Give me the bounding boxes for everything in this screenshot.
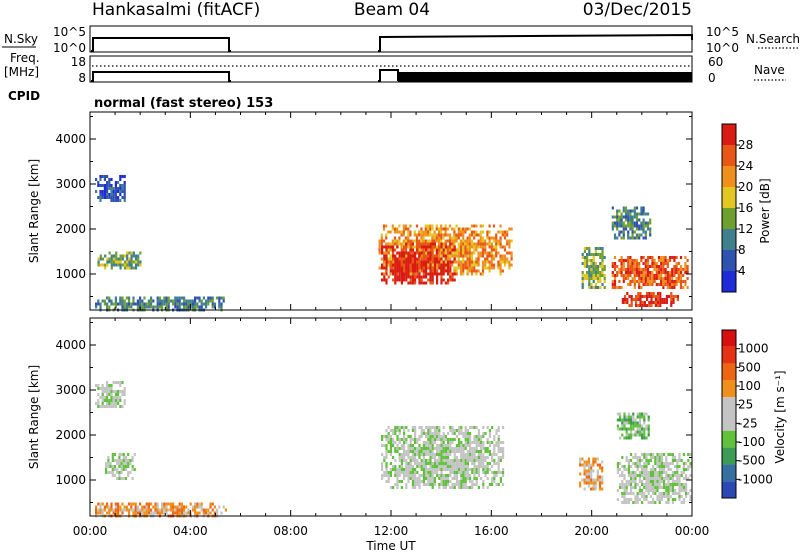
velocity-colorbar-segment-4 bbox=[722, 397, 736, 414]
nsearch-tick-bottom: 10^0 bbox=[706, 41, 739, 55]
time-tick-label-1: 04:00 bbox=[173, 524, 208, 538]
power-panel-frame bbox=[89, 111, 693, 311]
velocity-region-1 bbox=[105, 453, 136, 480]
velocity-ytick-label-2: 2000 bbox=[55, 428, 86, 442]
cpid-label: CPID bbox=[8, 89, 40, 103]
nsky-label: N.Sky bbox=[4, 32, 38, 46]
power-colorbar-segment-2 bbox=[722, 166, 736, 187]
nsky-tick-bottom: 10^0 bbox=[53, 41, 86, 55]
velocity-ytick-label-0: 4000 bbox=[55, 338, 86, 352]
time-tick-label-0: 00:00 bbox=[73, 524, 108, 538]
velocity-ytick-label-3: 1000 bbox=[55, 473, 86, 487]
power-colorbar-segment-3 bbox=[722, 187, 736, 208]
velocity-colorbar-tick-0: 1000 bbox=[738, 342, 769, 356]
freq-trace-early bbox=[91, 71, 231, 82]
velocity-colorbar: 1000 500 100 25 -25 -100 -500 -1000 bbox=[721, 329, 773, 499]
power-colorbar-segment-0 bbox=[722, 124, 736, 145]
velocity-ylabel: Slant Range [km] bbox=[27, 365, 41, 469]
velocity-colorbar-segment-5 bbox=[722, 414, 736, 431]
velocity-region-0 bbox=[95, 381, 126, 408]
nave-filled-trace bbox=[398, 72, 692, 82]
velocity-colorbar-tick-2: 100 bbox=[738, 379, 761, 393]
nsearch-label: N.Search bbox=[746, 32, 800, 46]
velocity-heatmap bbox=[95, 381, 692, 518]
power-region-5 bbox=[581, 247, 606, 289]
freq-panel-frame bbox=[89, 55, 693, 83]
freq-tick-bottom: 8 bbox=[78, 71, 86, 85]
power-colorbar-tick-0: 28 bbox=[738, 138, 753, 152]
velocity-colorbar-label: Velocity [m s⁻¹] bbox=[773, 370, 787, 463]
velocity-colorbar-tick-3: 25 bbox=[738, 398, 753, 412]
freq-trace-late bbox=[378, 69, 399, 82]
power-region-1 bbox=[97, 251, 142, 270]
velocity-colorbar-segment-7 bbox=[722, 447, 736, 465]
beam-title: Beam 04 bbox=[354, 0, 430, 20]
power-colorbar-tick-3: 16 bbox=[738, 201, 753, 215]
velocity-colorbar-segment-9 bbox=[722, 481, 736, 498]
velocity-colorbar-segment-3 bbox=[722, 380, 736, 398]
velocity-colorbar-tick-7: -1000 bbox=[738, 472, 773, 486]
nave-label: Nave bbox=[754, 63, 785, 77]
velocity-colorbar-tick-1: 500 bbox=[738, 360, 761, 374]
velocity-region-3 bbox=[381, 426, 505, 489]
power-ytick-label-3: 1000 bbox=[55, 267, 86, 281]
nsky-trace-early bbox=[91, 37, 231, 52]
time-tick-label-4: 16:00 bbox=[474, 524, 509, 538]
power-region-7 bbox=[621, 292, 679, 307]
velocity-colorbar-tick-5: -100 bbox=[738, 435, 765, 449]
velocity-region-4 bbox=[579, 457, 604, 491]
velocity-region-6 bbox=[616, 412, 650, 440]
power-region-8 bbox=[611, 206, 652, 240]
nsky-tick-top: 10^5 bbox=[53, 25, 86, 39]
power-ytick-label-1: 3000 bbox=[55, 177, 86, 191]
power-region-4 bbox=[381, 242, 456, 285]
velocity-colorbar-segment-2 bbox=[722, 363, 736, 381]
time-tick-label-5: 20:00 bbox=[574, 524, 609, 538]
freq-label-1: Freq. bbox=[10, 51, 40, 65]
power-ytick-label-2: 2000 bbox=[55, 222, 86, 236]
time-tick-label-6: 00:00 bbox=[675, 524, 710, 538]
power-colorbar-segment-1 bbox=[722, 145, 736, 166]
power-colorbar-segment-5 bbox=[722, 229, 736, 250]
velocity-region-5 bbox=[616, 453, 692, 504]
power-colorbar-tick-5: 8 bbox=[738, 243, 746, 257]
freq-tick-top: 18 bbox=[71, 55, 86, 69]
cpid-text: normal (fast stereo) 153 bbox=[94, 96, 273, 111]
station-title: Hankasalmi (fitACF) bbox=[92, 0, 260, 20]
nsearch-tick-top: 10^5 bbox=[706, 25, 739, 39]
power-colorbar-tick-1: 24 bbox=[738, 159, 753, 173]
velocity-colorbar-segment-1 bbox=[722, 346, 736, 364]
power-colorbar-segment-7 bbox=[722, 271, 736, 292]
time-axis-label: Time UT bbox=[365, 539, 416, 553]
date-title: 03/Dec/2015 bbox=[583, 0, 692, 20]
power-colorbar-tick-2: 20 bbox=[738, 180, 753, 194]
power-region-0 bbox=[95, 175, 126, 202]
power-colorbar-segment-4 bbox=[722, 208, 736, 229]
time-tick-label-3: 12:00 bbox=[374, 524, 409, 538]
power-region-2 bbox=[95, 296, 225, 312]
power-ytick-label-0: 4000 bbox=[55, 132, 86, 146]
freq-label-2: [MHz] bbox=[4, 65, 39, 79]
power-heatmap bbox=[95, 175, 689, 312]
velocity-colorbar-segment-8 bbox=[722, 464, 736, 482]
velocity-colorbar-segment-6 bbox=[722, 430, 736, 448]
time-tick-label-2: 08:00 bbox=[273, 524, 308, 538]
power-colorbar-tick-4: 12 bbox=[738, 222, 753, 236]
power-colorbar: 28 24 20 16 12 8 4 bbox=[721, 123, 753, 293]
nave-tick-bottom: 0 bbox=[708, 71, 716, 85]
velocity-colorbar-segment-0 bbox=[722, 330, 736, 347]
power-colorbar-segment-6 bbox=[722, 250, 736, 271]
power-colorbar-tick-6: 4 bbox=[738, 264, 746, 278]
nsky-trace-late bbox=[378, 33, 693, 52]
velocity-ytick-label-1: 3000 bbox=[55, 383, 86, 397]
nave-tick-top: 60 bbox=[708, 55, 723, 69]
velocity-colorbar-tick-6: -500 bbox=[738, 454, 765, 468]
power-region-6 bbox=[611, 256, 689, 289]
power-ylabel: Slant Range [km] bbox=[27, 159, 41, 263]
power-colorbar-label: Power [dB] bbox=[758, 178, 772, 243]
velocity-colorbar-tick-4: -25 bbox=[738, 416, 758, 430]
